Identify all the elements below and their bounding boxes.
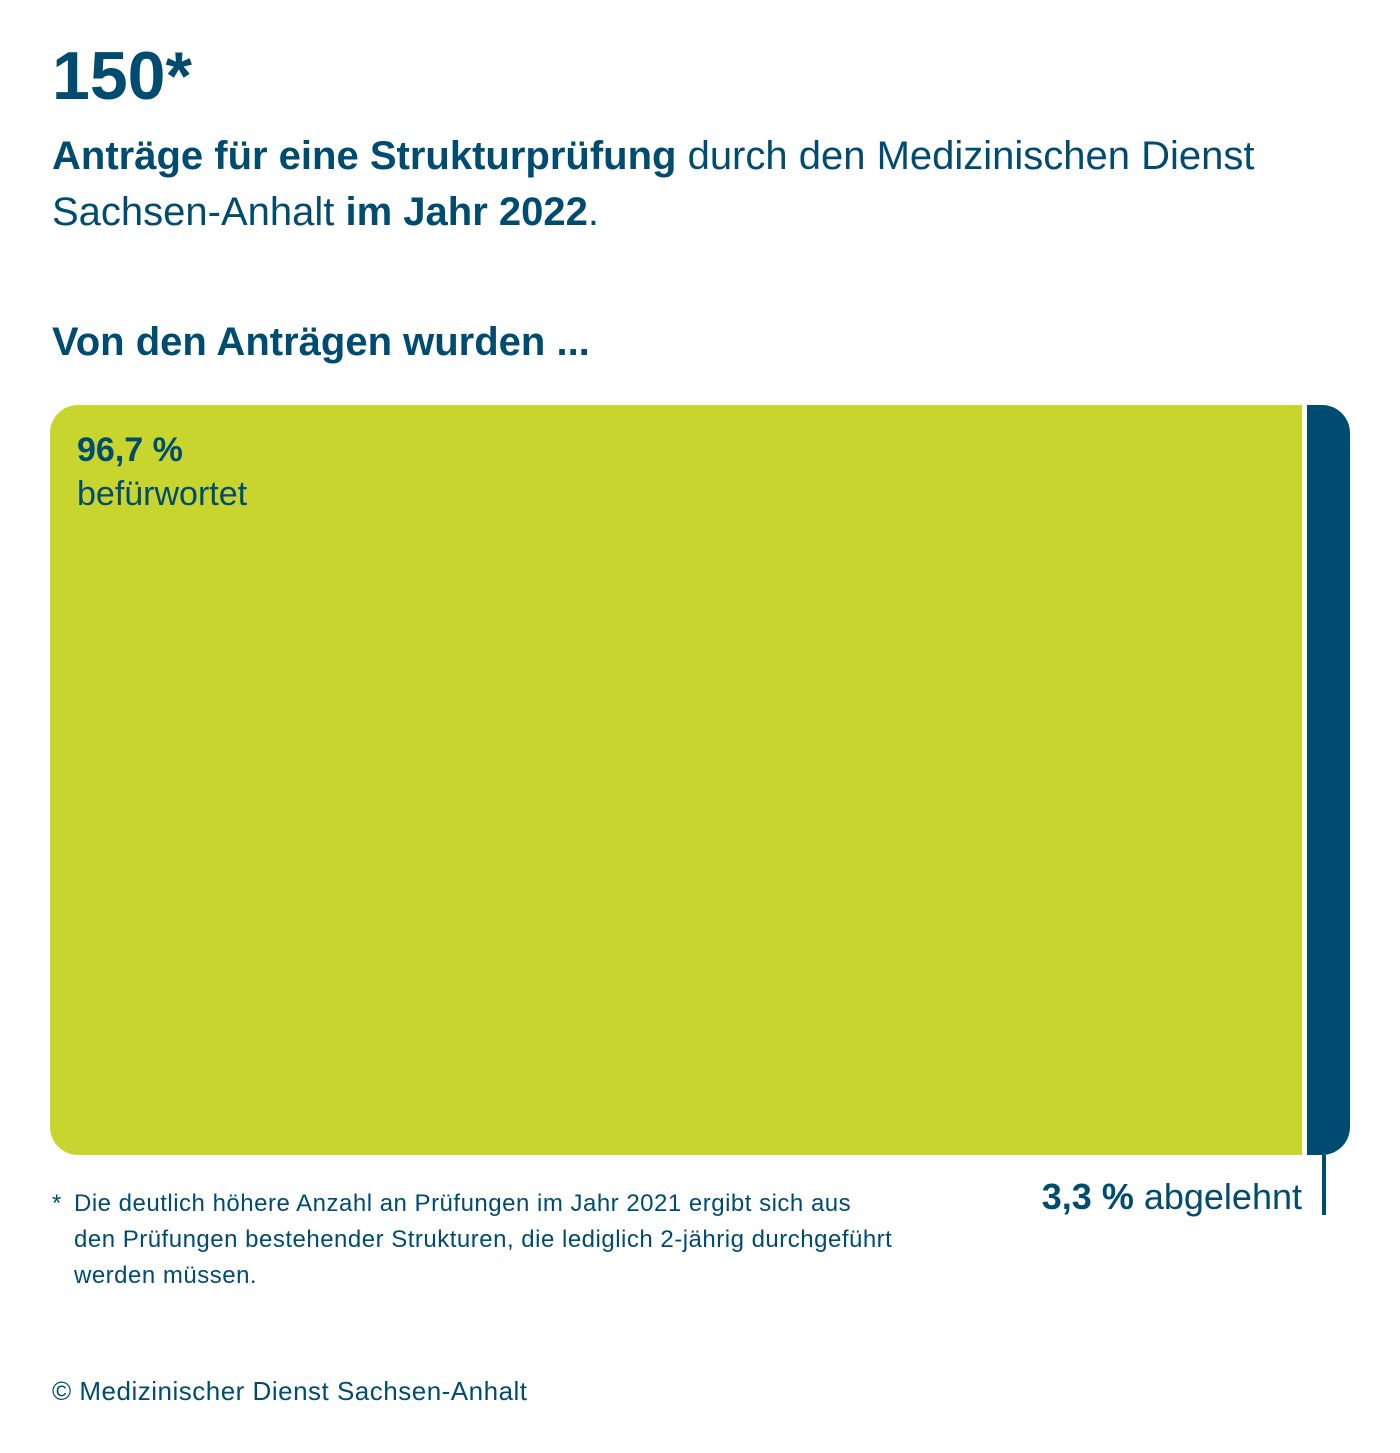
label-befuerwortet: 96,7 % befürwortet bbox=[77, 428, 247, 516]
bar-segment-abgelehnt bbox=[1307, 405, 1350, 1155]
section-heading: Von den Anträgen wurden ... bbox=[52, 320, 590, 364]
stacked-bar-chart bbox=[50, 405, 1350, 1155]
value-label: 96,7 % bbox=[77, 431, 183, 469]
total-count: 150* bbox=[52, 38, 192, 114]
footnote-text: Die deutlich höhere Anzahl an Prüfungen … bbox=[74, 1190, 893, 1289]
subtitle-bold-2: im Jahr 2022 bbox=[345, 190, 588, 234]
subtitle-text: durch den Medizinischen Dienst Sachsen-A… bbox=[52, 134, 1255, 234]
copyright: © Medizinischer Dienst Sachsen-Anhalt bbox=[52, 1376, 528, 1406]
bar-segment-befuerwortet bbox=[50, 405, 1302, 1155]
footnote-marker: * bbox=[52, 1190, 62, 1217]
footnote: * Die deutlich höhere Anzahl an Prüfunge… bbox=[52, 1186, 894, 1294]
category-label: abgelehnt bbox=[1143, 1176, 1302, 1217]
value-label: 3,3 % bbox=[1041, 1176, 1134, 1217]
label-abgelehnt: 3,3 % abgelehnt bbox=[1042, 1176, 1302, 1218]
category-label: befürwortet bbox=[77, 475, 248, 513]
subtitle-bold-1: Anträge für eine Strukturprüfung bbox=[52, 134, 677, 178]
subtitle: Anträge für eine Strukturprüfung durch d… bbox=[52, 128, 1302, 240]
subtitle-end: . bbox=[587, 190, 600, 234]
leader-line bbox=[1322, 1155, 1326, 1215]
